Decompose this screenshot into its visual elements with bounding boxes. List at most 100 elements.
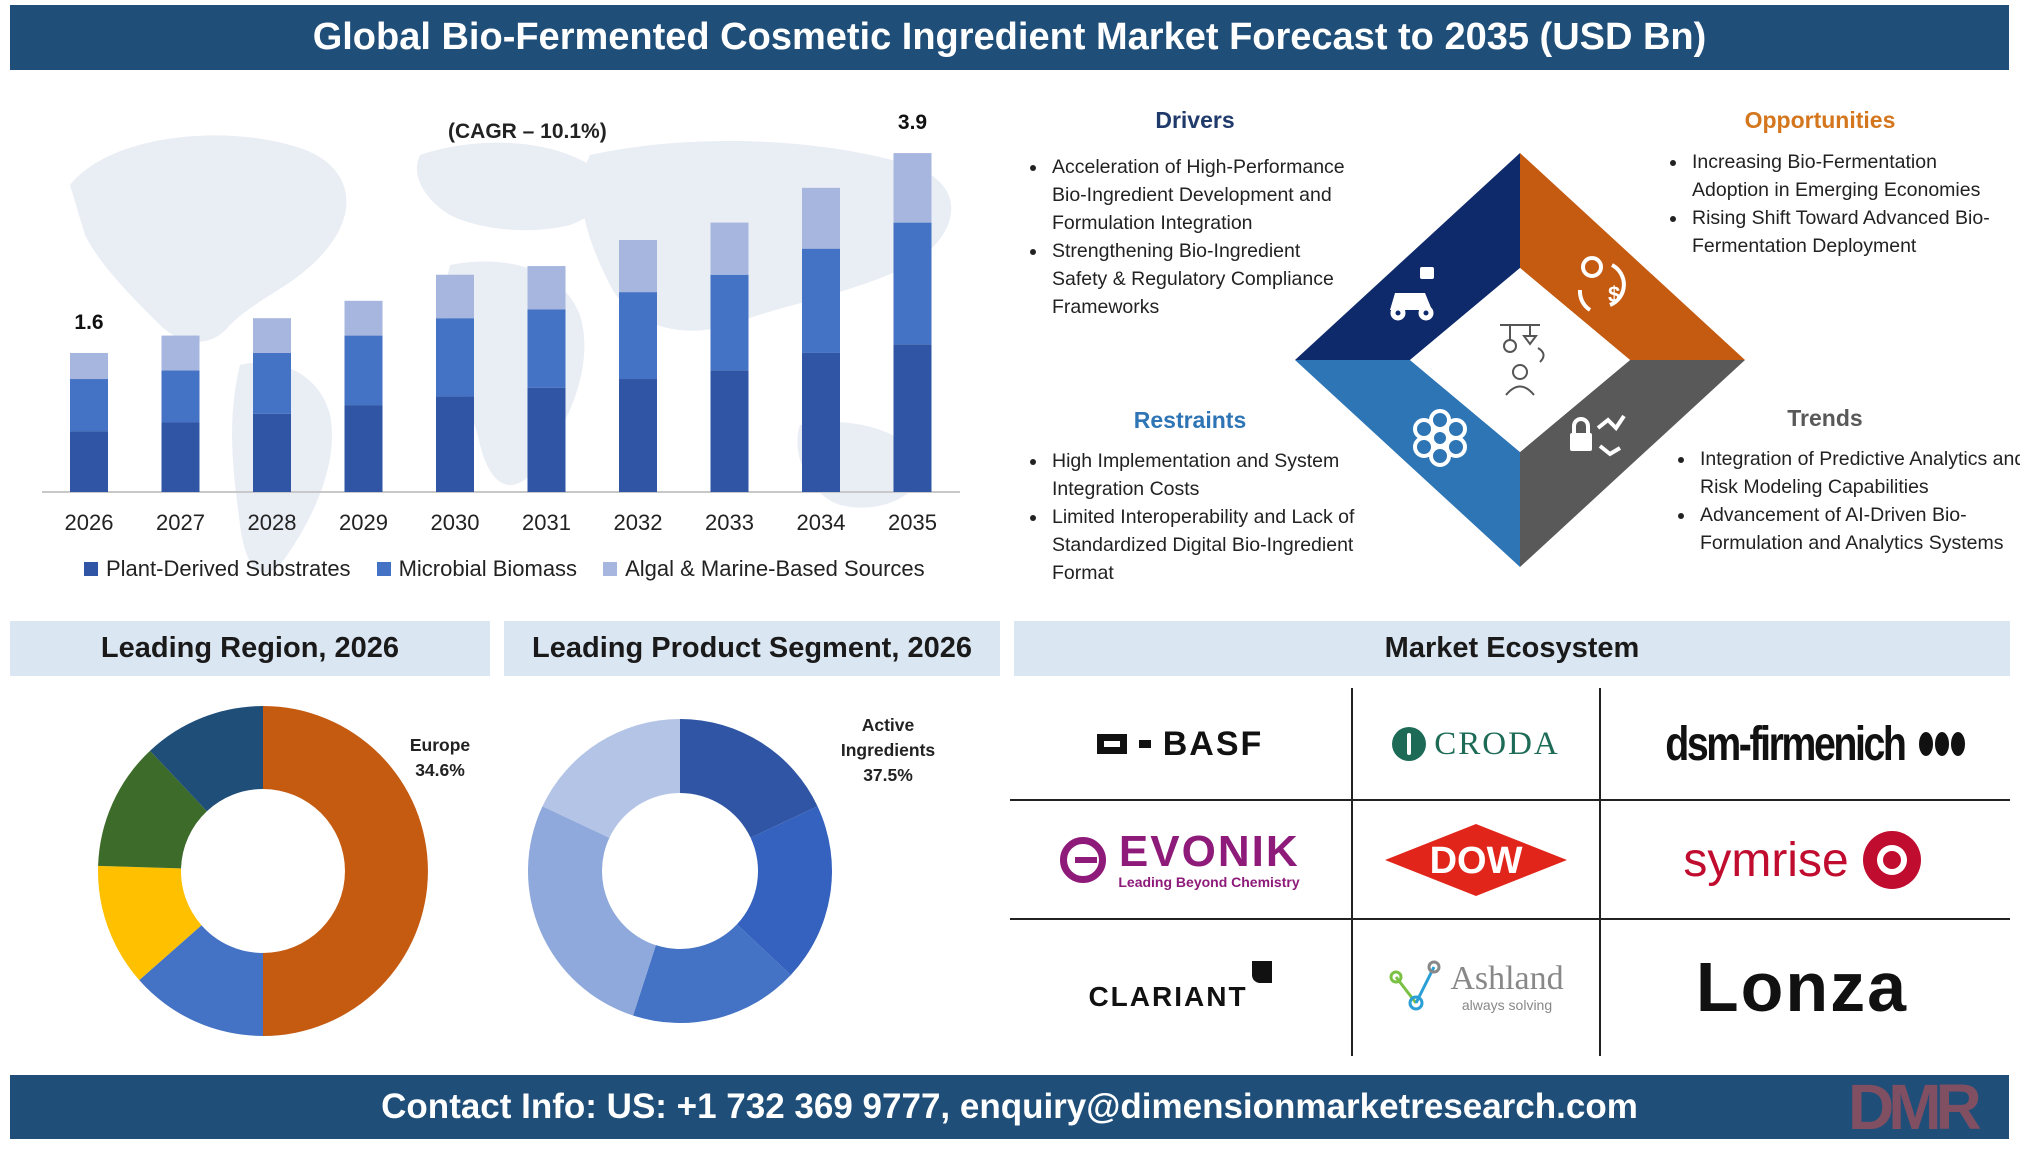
x-tick-label-2034: 2034 xyxy=(796,510,846,535)
legend-swatch xyxy=(376,562,391,576)
ashland-molecule-icon xyxy=(1389,960,1441,1011)
bar-segment-2027-series-3 xyxy=(161,335,200,371)
legend-item-microbial: Microbial Biomass xyxy=(376,556,578,582)
bar-segment-2026-series-2 xyxy=(70,379,108,432)
money-exchange-icon: $ xyxy=(1577,256,1626,312)
opportunities-list: Increasing Bio-Fermentation Adoption in … xyxy=(1660,148,2018,260)
x-tick-label-2032: 2032 xyxy=(613,510,663,535)
bar-segment-2033-series-1 xyxy=(710,370,749,492)
market-dynamics-diamond: $ xyxy=(1295,153,1745,567)
drivers-title: Drivers xyxy=(1155,107,1235,133)
segment-callout: Active Ingredients 37.5% xyxy=(828,713,948,788)
bar-segment-2030-series-3 xyxy=(436,274,474,319)
croda-wordmark: CRODA xyxy=(1434,725,1560,762)
robot-car-icon xyxy=(1390,267,1434,321)
x-tick-label-2027: 2027 xyxy=(156,510,205,535)
clariant-logo[interactable]: CLARIANT xyxy=(1010,922,1350,1052)
cagr-annotation: (CAGR – 10.1%) xyxy=(448,120,607,143)
bar-segment-2031-series-2 xyxy=(527,309,566,388)
legend-label: Microbial Biomass xyxy=(398,556,578,581)
bar-segment-2029-series-1 xyxy=(344,405,383,492)
bar-legend: Plant-Derived Substrates Microbial Bioma… xyxy=(84,556,925,582)
bar-segment-2033-series-3 xyxy=(710,222,749,275)
restraints-list: High Implementation and System Integrati… xyxy=(1020,447,1358,587)
bar-segment-2026-series-1 xyxy=(70,431,108,492)
donut-slice-2 xyxy=(139,925,263,1036)
basf-wordmark: BASF xyxy=(1162,724,1264,763)
region-donut-chart xyxy=(98,706,428,1036)
legend-swatch xyxy=(603,562,618,576)
bar-segment-2028-series-2 xyxy=(253,352,291,414)
ashland-wordmark: Ashland xyxy=(1450,960,1564,997)
drivers-item: Strengthening Bio-Ingredient Safety & Re… xyxy=(1048,237,1348,321)
ashland-tagline: always solving xyxy=(1461,997,1553,1013)
trends-title: Trends xyxy=(1787,405,1863,431)
basf-square-icon xyxy=(1096,734,1127,754)
symrise-dragon-icon xyxy=(1862,831,1921,889)
lock-arrows-icon xyxy=(1570,414,1626,457)
restraints-item: High Implementation and System Integrati… xyxy=(1048,447,1358,503)
segment-donut-chart xyxy=(528,719,832,1023)
bar-segment-2032-series-3 xyxy=(619,239,657,293)
region-callout-label: Europe xyxy=(409,735,471,755)
bar-segment-2028-series-1 xyxy=(253,413,291,492)
contact-info[interactable]: Contact Info: US: +1 732 369 9777, enqui… xyxy=(381,1087,1638,1126)
basf-dash-icon xyxy=(1138,740,1151,748)
x-tick-label-2026: 2026 xyxy=(64,510,114,535)
contact-footer: Contact Info: US: +1 732 369 9777, enqui… xyxy=(10,1075,2009,1139)
ashland-logo[interactable]: Ashland always solving xyxy=(1354,922,1598,1052)
bar-segment-2034-series-2 xyxy=(802,248,840,353)
legend-item-algal: Algal & Marine-Based Sources xyxy=(603,556,925,582)
opportunities-item: Increasing Bio-Fermentation Adoption in … xyxy=(1688,148,2018,204)
data-label-2035: 3.9 xyxy=(898,111,927,134)
bar-segment-2033-series-2 xyxy=(710,274,749,371)
opportunities-item: Rising Shift Toward Advanced Bio-Ferment… xyxy=(1688,204,2018,260)
croda-logo[interactable]: CRODA xyxy=(1354,690,1598,798)
ecosystem-grid-lines xyxy=(1010,688,2010,1056)
clariant-wordmark: CLARIANT xyxy=(1088,981,1248,1012)
bar-segment-2032-series-2 xyxy=(619,292,657,380)
gear-flower-icon xyxy=(1413,409,1467,467)
bar-segment-2035-series-1 xyxy=(893,344,932,492)
data-label-2026: 1.6 xyxy=(74,311,103,334)
x-tick-label-2030: 2030 xyxy=(430,510,480,535)
page-title: Global Bio-Fermented Cosmetic Ingredient… xyxy=(10,5,2009,70)
bar-segment-2031-series-1 xyxy=(527,387,566,492)
bar-segment-2027-series-2 xyxy=(161,370,200,423)
donut-slice-3 xyxy=(633,924,791,1023)
symrise-logo[interactable]: symrise xyxy=(1602,805,2002,915)
trends-quadrant xyxy=(1520,360,1745,567)
basf-logo[interactable]: BASF xyxy=(1010,690,1350,798)
legend-label: Plant-Derived Substrates xyxy=(106,556,351,581)
bar-segment-2026-series-3 xyxy=(70,352,108,380)
svg-text:$: $ xyxy=(1608,282,1620,307)
segment-callout-label: Active Ingredients xyxy=(840,715,936,760)
clariant-mark-icon xyxy=(1251,961,1272,983)
lonza-logo[interactable]: Lonza xyxy=(1602,922,2002,1052)
opportunities-quadrant xyxy=(1520,153,1745,360)
market-ecosystem-header: Market Ecosystem xyxy=(1014,621,2010,676)
dow-logo[interactable]: DOW xyxy=(1354,805,1598,915)
dow-wordmark: DOW xyxy=(1430,840,1523,882)
trends-item: Advancement of AI-Driven Bio-Formulation… xyxy=(1696,501,2020,557)
dsm-firmenich-wordmark: dsm-firmenich xyxy=(1665,717,1907,771)
bar-segment-2029-series-2 xyxy=(344,335,383,406)
person-lamp-icon xyxy=(1500,324,1545,396)
x-tick-label-2031: 2031 xyxy=(522,510,571,535)
region-callout: Europe 34.6% xyxy=(390,733,490,783)
evonik-logo[interactable]: EVONIK Leading Beyond Chemistry xyxy=(1010,805,1350,915)
opportunities-title: Opportunities xyxy=(1744,107,1896,133)
bar-segment-2031-series-3 xyxy=(527,266,566,310)
bar-segment-2034-series-3 xyxy=(802,187,840,249)
symrise-wordmark: symrise xyxy=(1683,833,1849,887)
evonik-wordmark: EVONIK xyxy=(1118,827,1300,876)
restraints-title: Restraints xyxy=(1133,407,1247,433)
drivers-list: Acceleration of High-Performance Bio-Ing… xyxy=(1020,153,1348,321)
bar-segment-2028-series-3 xyxy=(253,318,291,353)
segment-callout-value: 37.5% xyxy=(863,765,913,785)
donut-slice-4 xyxy=(528,806,656,1016)
dow-diamond-icon: DOW xyxy=(1385,824,1567,896)
dsm-firmenich-logo[interactable]: dsm-firmenich xyxy=(1602,690,2002,798)
x-tick-label-2028: 2028 xyxy=(247,510,297,535)
region-callout-value: 34.6% xyxy=(415,760,465,780)
